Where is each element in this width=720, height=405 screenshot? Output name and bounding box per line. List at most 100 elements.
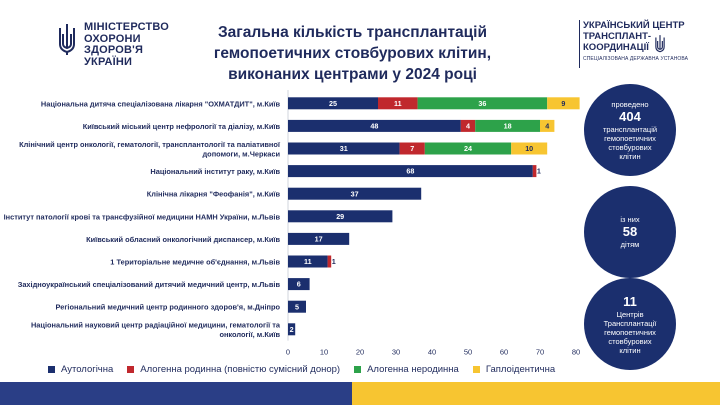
bar-segment <box>424 142 512 155</box>
transplant-center-logo: УКРАЇНСЬКИЙ ЦЕНТР ТРАНСПЛАНТ- КООРДИНАЦІ… <box>579 20 703 68</box>
info-centers-value: 11 <box>623 293 637 309</box>
bar-segment <box>460 119 476 132</box>
bar-segment <box>288 210 393 223</box>
category-label: допомоги, м.Черкаси <box>202 149 280 158</box>
data-label: 5 <box>295 302 299 311</box>
category-label: Клінічна лікарня "Феофанія", м.Київ <box>147 190 281 199</box>
info-total-line-1: трансплантацій <box>602 124 658 134</box>
data-label: 2 <box>290 325 294 334</box>
bar-segment <box>511 142 548 155</box>
x-tick-label: 60 <box>500 348 508 357</box>
legend-item-allo-related: Алогенна родинна (повністю сумісний доно… <box>127 364 340 375</box>
info-centers-line-1: Центрів <box>616 309 644 319</box>
x-tick-label: 40 <box>428 348 436 357</box>
data-label: 68 <box>406 167 414 176</box>
title-line-2: гемопоетичних стовбурових клітин, <box>213 45 492 62</box>
bar-segment <box>399 142 425 155</box>
trident-icon <box>655 35 665 53</box>
legend-item-allo-unrelated: Алогенна неродинна <box>354 364 459 375</box>
trident-icon <box>59 24 75 55</box>
data-label: 10 <box>525 144 533 153</box>
category-label: онкології, м.Київ <box>219 330 280 339</box>
legend-swatch <box>472 366 480 373</box>
logo-divider <box>579 20 580 68</box>
legend-label: Алогенна родинна (повністю сумісний доно… <box>140 364 341 375</box>
data-label: 24 <box>464 144 472 153</box>
data-label: 11 <box>394 99 402 108</box>
footer-yellow-band <box>352 382 720 405</box>
bar-segment <box>547 97 580 110</box>
ministry-line-1: МІНІСТЕРСТВО <box>84 21 170 33</box>
bar-segment <box>288 165 533 178</box>
data-label: 48 <box>370 122 378 131</box>
info-total-line-4: клітин <box>619 151 641 161</box>
category-label: Клінічний центр онкології, гематології, … <box>19 140 281 149</box>
data-label: 11 <box>304 257 312 266</box>
center-line-1: УКРАЇНСЬКИЙ ЦЕНТР <box>583 20 685 31</box>
title-line-1: Загальна кількість трансплантацій <box>217 24 488 41</box>
data-label: 18 <box>504 122 512 131</box>
bar-segment <box>288 97 378 110</box>
category-label: 1 Територіальне медичне об'єднання, м.Ль… <box>110 258 280 267</box>
ministry-line-4: УКРАЇНИ <box>84 55 133 68</box>
category-label: Регіональний медичний центр родинного зд… <box>55 303 280 312</box>
category-label: Національний інститут раку, м.Київ <box>150 167 280 176</box>
x-tick-label: 0 <box>286 348 290 357</box>
info-centers-line-3: гемопоетичних <box>604 327 656 337</box>
info-centers-line-5: клітин <box>619 345 641 355</box>
x-tick-label: 30 <box>392 348 400 357</box>
data-label: 36 <box>478 99 486 108</box>
info-total-top: проведено <box>611 99 649 109</box>
legend-label: Аутологічна <box>61 364 114 375</box>
bar-segment <box>288 232 350 245</box>
info-circle-centers: 11 Центрів Трансплантації гемопоетичних … <box>584 278 676 370</box>
bar-segment <box>288 278 310 291</box>
bar-segment <box>540 119 555 132</box>
info-children-value: 58 <box>622 224 638 239</box>
category-label: Національна дитяча спеціалізована лікарн… <box>41 99 281 108</box>
info-total-value: 404 <box>619 108 641 124</box>
category-label: Західноукраїнський спеціалізований дитяч… <box>18 280 281 289</box>
stacked-bar-chart: Національна дитяча спеціалізована лікарн… <box>4 90 580 357</box>
data-label: 17 <box>315 235 323 244</box>
info-total-line-3: стовбурових <box>608 142 652 152</box>
bar-segment <box>417 97 548 110</box>
bar-segment <box>532 165 537 178</box>
data-label: 37 <box>351 189 359 198</box>
category-label: Київський обласний онкологічний диспансе… <box>86 235 280 244</box>
bar-segment <box>378 97 418 110</box>
info-centers-line-2: Трансплантації <box>603 318 657 328</box>
center-line-2: ТРАНСПЛАНТ- <box>583 31 652 42</box>
info-total-line-2: гемопоетичних <box>604 133 656 143</box>
category-label: Інститут патології крові та трансфузійно… <box>4 212 281 221</box>
legend-label: Алогенна неродинна <box>367 364 459 375</box>
x-tick-label: 80 <box>572 348 580 357</box>
info-circle-total: проведено 404 трансплантацій гемопоетичн… <box>584 84 676 176</box>
category-label: Національний науковий центр радіаційної … <box>31 321 281 330</box>
legend-label: Гаплоідентична <box>485 364 556 375</box>
chart-legend: Аутологічна Алогенна родинна (повністю с… <box>48 364 569 375</box>
legend-item-haplo: Гаплоідентична <box>472 364 556 375</box>
bar-segment <box>288 142 400 155</box>
title-line-3: виконаних центрами у 2024 році <box>228 66 477 83</box>
category-label: Київський міський центр нефрології та ді… <box>83 122 281 131</box>
data-label: 9 <box>561 99 565 108</box>
info-children-top: із них <box>620 215 640 224</box>
x-tick-label: 10 <box>320 348 328 357</box>
footer-blue-band <box>0 382 352 405</box>
info-centers-line-4: стовбурових <box>608 336 652 346</box>
bar-segment <box>288 323 296 336</box>
data-label: 6 <box>297 280 301 289</box>
data-label: 29 <box>336 212 344 221</box>
data-label: 31 <box>340 144 348 153</box>
x-tick-label: 50 <box>464 348 472 357</box>
center-line-3: КООРДИНАЦІЇ <box>583 42 649 53</box>
page-title: Загальна кількість трансплантацій гемопо… <box>200 22 505 85</box>
data-label: 7 <box>410 144 414 153</box>
info-circle-children: із них 58 дітям <box>584 186 676 278</box>
x-tick-label: 20 <box>356 348 364 357</box>
data-label: 4 <box>545 122 549 131</box>
legend-swatch <box>127 366 135 373</box>
bar-segment <box>327 255 332 268</box>
data-label: 25 <box>329 99 337 108</box>
